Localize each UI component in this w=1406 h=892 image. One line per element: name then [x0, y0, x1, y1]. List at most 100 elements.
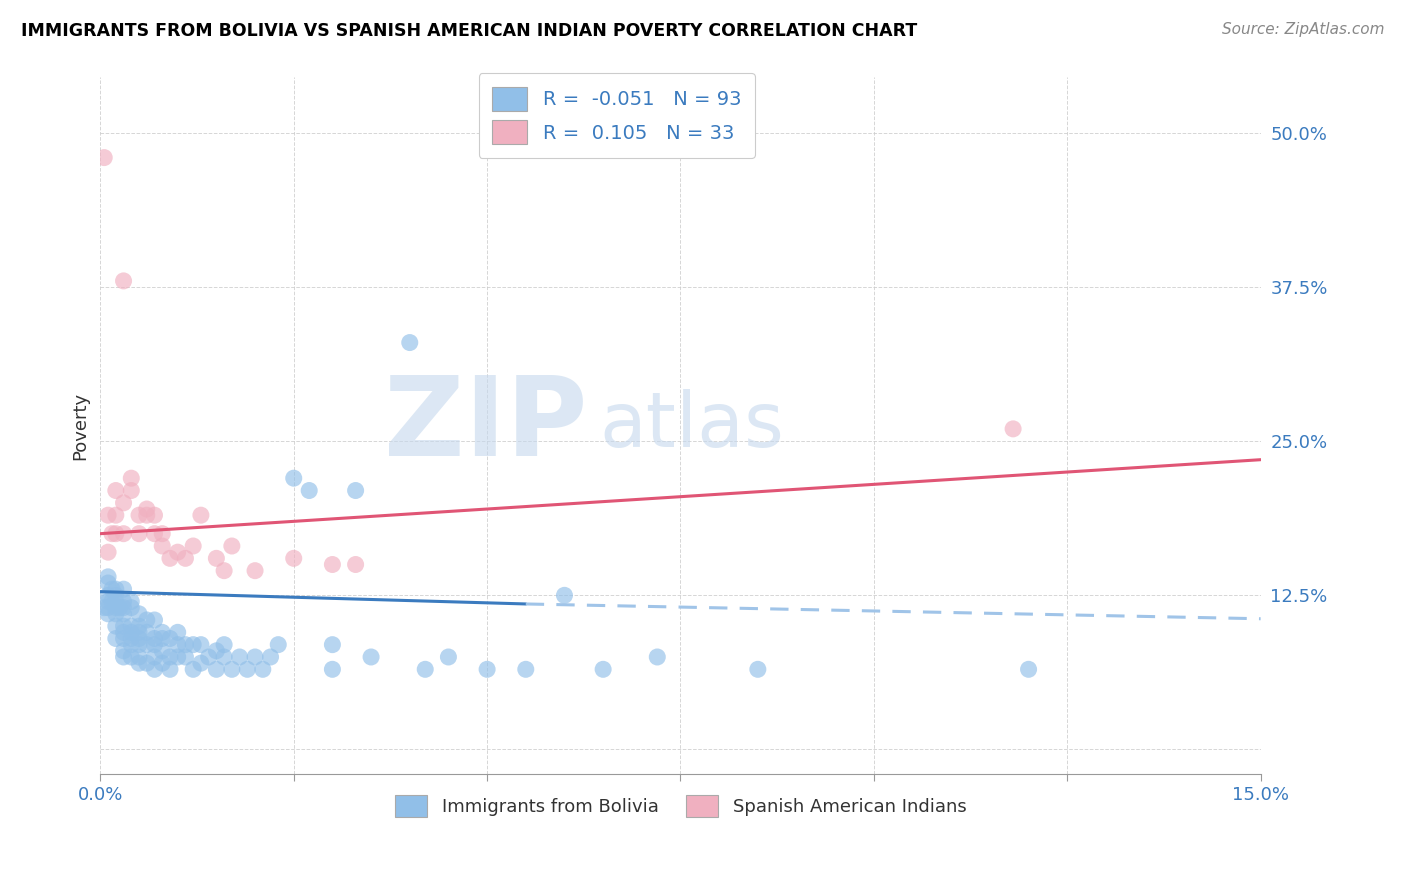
- Point: [112, 619, 135, 633]
- Point: [104, 594, 127, 608]
- Point: [413, 662, 436, 676]
- Point: [190, 656, 212, 670]
- Point: [1002, 422, 1025, 436]
- Point: [135, 502, 157, 516]
- Point: [197, 650, 219, 665]
- Point: [104, 582, 127, 596]
- Point: [120, 471, 142, 485]
- Point: [97, 576, 120, 591]
- Point: [321, 558, 343, 572]
- Point: [150, 526, 173, 541]
- Point: [243, 650, 266, 665]
- Text: Source: ZipAtlas.com: Source: ZipAtlas.com: [1222, 22, 1385, 37]
- Legend: Immigrants from Bolivia, Spanish American Indians: Immigrants from Bolivia, Spanish America…: [388, 788, 973, 824]
- Point: [159, 650, 181, 665]
- Point: [360, 650, 382, 665]
- Point: [150, 644, 173, 658]
- Point: [128, 650, 150, 665]
- Point: [97, 570, 120, 584]
- Point: [112, 496, 135, 510]
- Point: [104, 607, 127, 621]
- Point: [112, 625, 135, 640]
- Point: [104, 632, 127, 646]
- Point: [128, 625, 150, 640]
- Point: [104, 526, 127, 541]
- Point: [97, 588, 120, 602]
- Point: [645, 650, 668, 665]
- Point: [166, 545, 188, 559]
- Point: [128, 607, 150, 621]
- Point: [181, 662, 204, 676]
- Point: [112, 594, 135, 608]
- Point: [166, 625, 188, 640]
- Point: [128, 526, 150, 541]
- Point: [93, 151, 115, 165]
- Point: [592, 662, 614, 676]
- Point: [267, 638, 290, 652]
- Point: [174, 638, 197, 652]
- Point: [553, 588, 575, 602]
- Point: [101, 594, 124, 608]
- Point: [120, 483, 142, 498]
- Point: [97, 508, 120, 523]
- Point: [97, 545, 120, 559]
- Text: ZIP: ZIP: [384, 372, 588, 479]
- Point: [166, 638, 188, 652]
- Point: [97, 607, 120, 621]
- Point: [120, 594, 142, 608]
- Point: [135, 656, 157, 670]
- Point: [93, 600, 115, 615]
- Point: [205, 551, 228, 566]
- Point: [112, 526, 135, 541]
- Point: [228, 650, 250, 665]
- Point: [104, 619, 127, 633]
- Point: [104, 600, 127, 615]
- Point: [143, 662, 166, 676]
- Text: atlas: atlas: [599, 389, 785, 463]
- Point: [128, 638, 150, 652]
- Point: [205, 644, 228, 658]
- Point: [112, 607, 135, 621]
- Text: IMMIGRANTS FROM BOLIVIA VS SPANISH AMERICAN INDIAN POVERTY CORRELATION CHART: IMMIGRANTS FROM BOLIVIA VS SPANISH AMERI…: [21, 22, 917, 40]
- Point: [221, 539, 243, 553]
- Point: [128, 619, 150, 633]
- Point: [344, 558, 367, 572]
- Point: [150, 625, 173, 640]
- Point: [112, 644, 135, 658]
- Point: [259, 650, 281, 665]
- Point: [212, 638, 235, 652]
- Point: [243, 564, 266, 578]
- Point: [143, 650, 166, 665]
- Point: [112, 582, 135, 596]
- Y-axis label: Poverty: Poverty: [72, 392, 89, 460]
- Point: [101, 582, 124, 596]
- Point: [143, 632, 166, 646]
- Point: [112, 632, 135, 646]
- Point: [108, 600, 131, 615]
- Point: [120, 619, 142, 633]
- Point: [101, 526, 124, 541]
- Point: [321, 662, 343, 676]
- Point: [212, 564, 235, 578]
- Point: [283, 551, 305, 566]
- Point: [104, 508, 127, 523]
- Point: [437, 650, 460, 665]
- Point: [120, 638, 142, 652]
- Point: [221, 662, 243, 676]
- Point: [104, 588, 127, 602]
- Point: [143, 508, 166, 523]
- Point: [747, 662, 769, 676]
- Point: [135, 638, 157, 652]
- Point: [190, 638, 212, 652]
- Point: [159, 662, 181, 676]
- Point: [298, 483, 321, 498]
- Point: [128, 656, 150, 670]
- Point: [159, 551, 181, 566]
- Point: [181, 638, 204, 652]
- Point: [159, 632, 181, 646]
- Point: [252, 662, 274, 676]
- Point: [174, 650, 197, 665]
- Point: [181, 539, 204, 553]
- Point: [97, 594, 120, 608]
- Point: [515, 662, 537, 676]
